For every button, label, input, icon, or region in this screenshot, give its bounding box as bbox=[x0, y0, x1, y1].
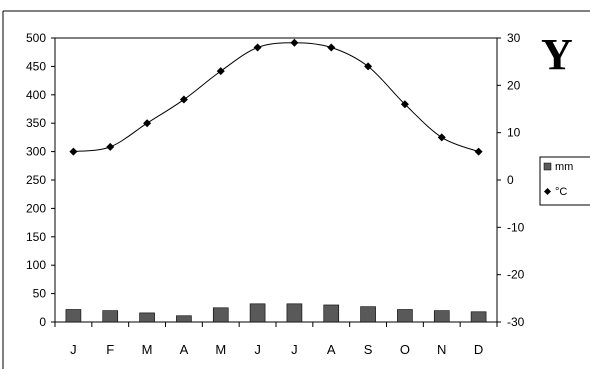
right-axis: -30 -20 -10 0 10 20 30 bbox=[496, 31, 525, 329]
temperature-point bbox=[327, 43, 336, 52]
x-tick-label: D bbox=[474, 342, 483, 357]
left-tick-label: 500 bbox=[26, 31, 46, 45]
bar bbox=[470, 311, 487, 323]
temperature-point bbox=[179, 95, 188, 104]
right-tick-label: 20 bbox=[507, 78, 521, 92]
x-tick-label: N bbox=[437, 342, 446, 357]
bar bbox=[286, 303, 303, 323]
bar bbox=[212, 307, 229, 323]
left-tick-label: 50 bbox=[33, 287, 47, 301]
left-tick-label: 350 bbox=[26, 116, 46, 130]
x-tick-label: A bbox=[327, 342, 336, 357]
bar bbox=[397, 309, 413, 323]
left-tick-label: 400 bbox=[26, 88, 46, 102]
left-tick-label: 450 bbox=[26, 59, 46, 73]
bar bbox=[176, 315, 192, 323]
left-tick-label: 0 bbox=[39, 315, 46, 329]
temperature-point bbox=[437, 133, 446, 142]
temperature-point bbox=[474, 147, 483, 156]
temperature-point bbox=[364, 62, 373, 71]
legend: mm °C bbox=[539, 156, 590, 206]
x-tick-label: A bbox=[180, 342, 189, 357]
temperature-point bbox=[400, 100, 409, 109]
x-tick-label: M bbox=[142, 342, 153, 357]
temperature-point bbox=[106, 142, 115, 151]
line-series-temperature bbox=[69, 38, 483, 156]
right-tick-label: -20 bbox=[507, 268, 525, 282]
temperature-point bbox=[253, 43, 262, 52]
bar bbox=[65, 309, 82, 323]
left-tick-label: 200 bbox=[26, 201, 46, 215]
x-tick-label: J bbox=[70, 342, 77, 357]
left-tick-label: 250 bbox=[26, 173, 46, 187]
right-tick-label: -30 bbox=[507, 315, 525, 329]
left-tick-label: 300 bbox=[26, 145, 46, 159]
bar bbox=[102, 310, 119, 323]
temperature-line bbox=[73, 42, 479, 153]
x-tick-label: J bbox=[254, 342, 261, 357]
temperature-point bbox=[290, 38, 299, 47]
legend-marker-temp bbox=[544, 188, 551, 195]
right-tick-label: -10 bbox=[507, 220, 525, 234]
x-tick-label: M bbox=[215, 342, 226, 357]
right-tick-label: 0 bbox=[507, 173, 514, 187]
left-axis: 0 50 100 150 200 250 300 350 400 450 500 bbox=[26, 31, 56, 329]
bar-series-mm bbox=[65, 303, 487, 323]
bar bbox=[360, 306, 376, 323]
right-tick-label: 30 bbox=[507, 31, 521, 45]
legend-swatch-mm bbox=[543, 162, 552, 171]
corner-label: Y bbox=[541, 30, 573, 79]
left-tick-label: 100 bbox=[26, 258, 46, 272]
right-tick-label: 10 bbox=[507, 126, 521, 140]
x-tick-label: S bbox=[364, 342, 373, 357]
temperature-point bbox=[69, 147, 78, 156]
bar bbox=[139, 312, 155, 323]
temperature-point bbox=[216, 67, 225, 76]
temperature-point bbox=[143, 119, 152, 128]
left-tick-label: 150 bbox=[26, 230, 46, 244]
legend-label-temp: °C bbox=[555, 186, 567, 198]
x-tick-label: F bbox=[106, 342, 114, 357]
legend-label-mm: mm bbox=[555, 161, 573, 173]
bar bbox=[323, 304, 340, 323]
bar bbox=[249, 303, 266, 323]
x-tick-label: J bbox=[291, 342, 298, 357]
x-tick-label: O bbox=[400, 342, 410, 357]
bar bbox=[433, 310, 450, 323]
